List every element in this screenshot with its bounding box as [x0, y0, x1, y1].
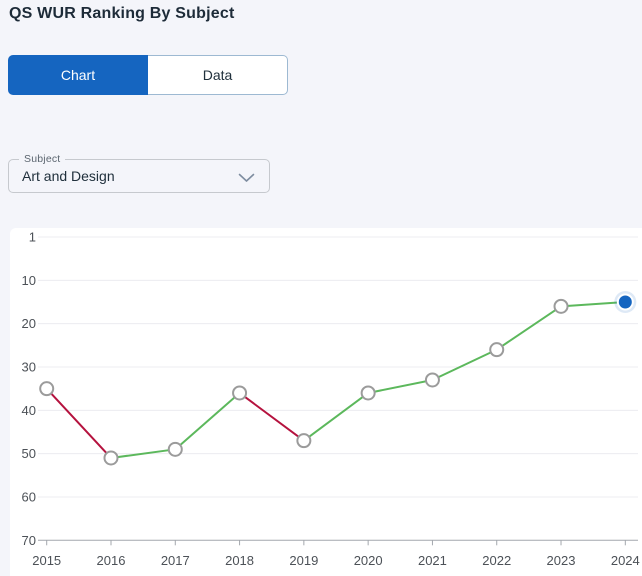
page-title: QS WUR Ranking By Subject — [9, 5, 235, 22]
svg-text:2021: 2021 — [418, 553, 447, 568]
svg-text:30: 30 — [22, 359, 36, 374]
tab-data[interactable]: Data — [148, 55, 288, 95]
svg-text:40: 40 — [22, 403, 36, 418]
svg-text:2023: 2023 — [547, 553, 576, 568]
data-point-2017[interactable] — [167, 441, 183, 457]
svg-text:2015: 2015 — [32, 553, 61, 568]
subject-select-label: Subject — [19, 153, 66, 165]
svg-text:50: 50 — [22, 446, 36, 461]
subject-select-value: Art and Design — [22, 168, 115, 184]
subject-select[interactable]: Subject Art and Design — [8, 153, 270, 193]
view-toggle: Chart Data — [8, 55, 288, 95]
svg-text:1: 1 — [29, 230, 36, 245]
svg-text:20: 20 — [22, 316, 36, 331]
x-axis: 2015 2016 2017 2018 2019 2020 2021 2022 2023 2024 — [32, 540, 640, 568]
gridlines — [38, 236, 638, 541]
tab-chart[interactable]: Chart — [8, 55, 148, 95]
data-point-2020[interactable] — [360, 385, 376, 401]
chevron-down-icon — [238, 173, 255, 182]
data-point-2016[interactable] — [103, 450, 119, 466]
data-point-2018[interactable] — [232, 385, 248, 401]
svg-text:70: 70 — [22, 533, 36, 548]
data-point-2021[interactable] — [424, 372, 440, 388]
svg-text:60: 60 — [22, 489, 36, 504]
svg-text:2020: 2020 — [354, 553, 383, 568]
svg-text:2017: 2017 — [161, 553, 190, 568]
data-point-2023[interactable] — [553, 298, 569, 314]
data-point-2015[interactable] — [39, 381, 55, 397]
data-point-2019[interactable] — [296, 433, 312, 449]
svg-text:2018: 2018 — [225, 553, 254, 568]
data-point-2024[interactable] — [618, 295, 632, 309]
data-points — [39, 290, 637, 466]
y-axis-labels: 1 10 20 30 40 50 60 70 — [22, 230, 36, 548]
svg-text:10: 10 — [22, 273, 36, 288]
svg-text:2024: 2024 — [611, 553, 640, 568]
svg-text:2019: 2019 — [289, 553, 318, 568]
chart-panel: 1 10 20 30 40 50 60 70 2015 2016 2017 2018 2019 2020 2… — [10, 228, 642, 576]
data-point-2022[interactable] — [489, 342, 505, 358]
series-line — [45, 300, 627, 459]
svg-text:2022: 2022 — [482, 553, 511, 568]
svg-text:2016: 2016 — [97, 553, 126, 568]
